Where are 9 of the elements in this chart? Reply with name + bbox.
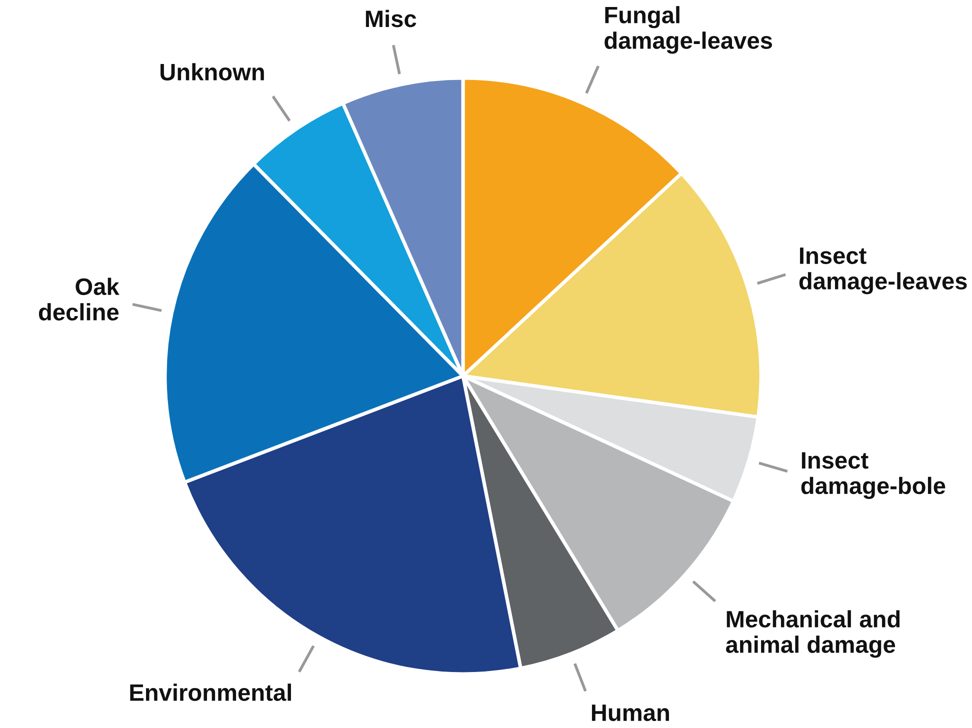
- slice-label: Environmental: [130, 684, 291, 701]
- slice-label: Insect damage-leaves: [799, 248, 967, 294]
- slice-label: Unknown: [160, 63, 264, 80]
- slice-label: Insect damage-bole: [801, 452, 946, 499]
- slice-label: Fungal damage-leaves: [604, 6, 772, 54]
- slice-label: Oak decline: [38, 278, 120, 321]
- slice-label: Mechanical and animal damage: [726, 610, 900, 658]
- slice-label: Misc: [366, 10, 416, 28]
- slice-label: Human: [592, 704, 669, 722]
